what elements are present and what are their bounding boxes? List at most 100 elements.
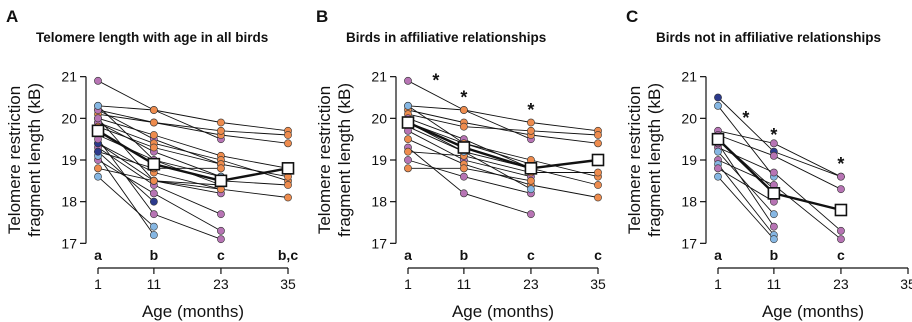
bird-point [459, 172, 468, 181]
bird-point [594, 181, 602, 189]
bird-line [407, 151, 598, 173]
bird-point [527, 176, 535, 185]
bird-point [769, 151, 778, 160]
bird-line [97, 155, 155, 236]
bird-point [714, 93, 722, 102]
bird-point [149, 197, 158, 206]
bird-point [149, 231, 158, 239]
y-tick-label: 20 [61, 110, 77, 126]
bird-point [149, 118, 158, 127]
panel-title: Birds in affiliative relationships [346, 30, 546, 45]
group-letter: a [94, 247, 102, 263]
bird-point [527, 118, 535, 127]
bird-line [97, 113, 289, 136]
significance-star: * [460, 87, 467, 107]
significance-star: * [432, 71, 439, 91]
bird-line [97, 122, 289, 182]
bird-point [149, 210, 158, 219]
bird-line [97, 117, 289, 169]
panel-label: C [626, 7, 638, 26]
bird-point [837, 226, 845, 235]
mean-marker [147, 157, 161, 171]
y-tick-label: 21 [681, 69, 697, 85]
bird-point [284, 131, 292, 139]
bird-point [149, 189, 158, 198]
bird-point [594, 139, 602, 148]
bird-point [594, 168, 602, 177]
x-axis-title: Age (months) [762, 302, 864, 321]
bird-point [714, 101, 722, 110]
significance-star: * [742, 108, 749, 128]
y-tick-label: 21 [61, 69, 77, 85]
mean-line [407, 121, 599, 170]
bird-point [217, 164, 225, 173]
bird-point [404, 76, 412, 85]
mean-marker [767, 187, 781, 200]
mean-marker [711, 132, 725, 146]
panel-title: Telomere length with age in all birds [36, 30, 268, 45]
y-axis-title-line1: Telomere restriction [625, 86, 644, 234]
bird-point [94, 172, 102, 181]
x-tick-label: 1 [94, 276, 102, 292]
bird-point [527, 210, 535, 219]
y-axis-title-line1: Telomere restriction [315, 86, 334, 234]
bird-line [97, 176, 155, 228]
bird-point [94, 76, 102, 85]
x-tick-label: 11 [457, 276, 472, 292]
y-tick-label: 17 [61, 235, 77, 251]
bird-point [404, 147, 412, 156]
group-letter: c [527, 247, 535, 263]
bird-point [284, 181, 292, 189]
chart-panel-b: B Birds in affiliative relationships 17 18 1… [315, 7, 606, 321]
bird-point [594, 193, 602, 202]
bird-point [404, 135, 412, 144]
bird-line [717, 163, 775, 236]
mean-marker [524, 162, 538, 175]
bird-line [97, 126, 289, 178]
group-letter: b [460, 247, 469, 263]
bird-line [97, 159, 222, 232]
bird-line [97, 80, 222, 140]
y-axis-title-line2: fragment length (kB) [25, 83, 44, 237]
x-tick-label: 35 [900, 276, 912, 292]
x-tick-label: 23 [523, 276, 539, 292]
bird-point [769, 168, 778, 177]
bird-point [217, 235, 225, 244]
bird-point [769, 210, 778, 219]
bird-point [714, 164, 722, 173]
panel-label: A [6, 7, 18, 26]
mean-marker [401, 116, 415, 129]
bird-point [217, 210, 225, 219]
bird-line [97, 109, 289, 144]
bird-point [149, 143, 158, 152]
mean-marker [834, 203, 848, 217]
bird-point [217, 126, 225, 135]
bird-line [717, 97, 842, 178]
y-tick-label: 20 [681, 110, 697, 126]
x-tick-label: 1 [404, 276, 412, 292]
bird-point [404, 164, 412, 173]
bird-point [284, 139, 292, 148]
bird-line [717, 143, 775, 227]
bird-line [407, 113, 599, 136]
mean-line [97, 129, 289, 183]
bird-point [149, 176, 158, 185]
bird-line [97, 151, 155, 203]
group-letter: b,c [278, 247, 298, 263]
x-tick-label: 1 [714, 276, 722, 292]
bird-point [284, 193, 292, 202]
panel-label: B [316, 7, 328, 26]
y-tick-label: 18 [371, 194, 387, 210]
bird-point [837, 235, 845, 244]
x-tick-label: 23 [833, 276, 849, 292]
bird-point [94, 101, 102, 110]
x-tick-label: 23 [213, 276, 229, 292]
x-tick-label: 35 [590, 276, 606, 292]
bird-line [97, 142, 289, 198]
x-axis-title: Age (months) [452, 302, 554, 321]
y-tick-label: 21 [371, 69, 387, 85]
bird-point [714, 147, 722, 156]
bird-point [94, 114, 102, 123]
bird-line [407, 126, 599, 186]
